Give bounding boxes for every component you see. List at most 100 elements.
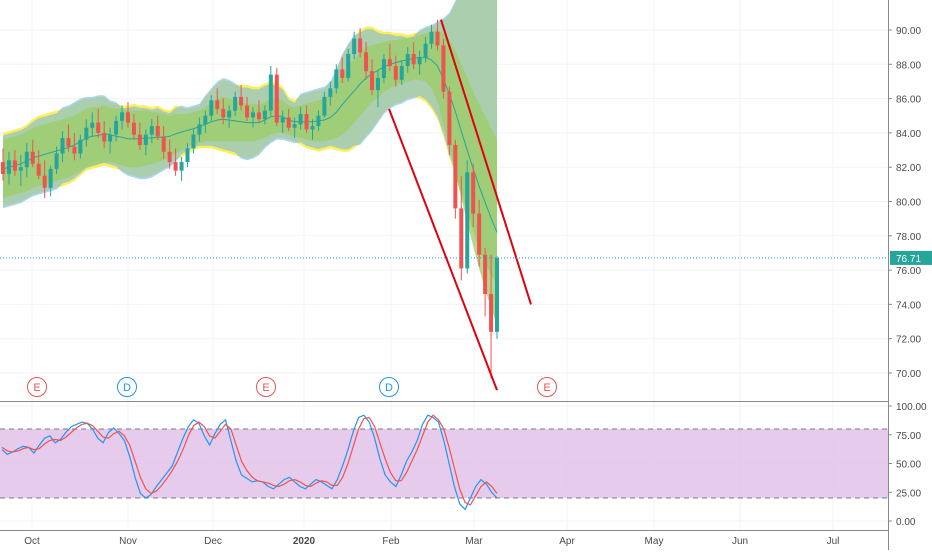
candle-20 [120,105,125,130]
candle-body [495,258,499,332]
candle-body [215,100,220,109]
candle-body [358,38,363,53]
osc-tick-label-1: 25.00 [896,488,921,499]
trendline-0[interactable] [388,108,498,391]
candle-body [179,162,184,171]
event-marker-label: E [262,382,269,394]
candle-body [155,126,160,137]
candle-67 [399,60,404,85]
candle-body [137,134,142,145]
candle-body [489,294,494,332]
candle-41 [245,96,250,121]
time-tick-label-1: Nov [119,536,137,547]
candle-body [447,91,452,145]
candle-body [352,38,357,55]
candle-69 [411,42,416,70]
candle-body [161,136,166,152]
price-tick-label-5: 80.00 [896,198,921,209]
price-tick-label-7: 84.00 [896,129,921,140]
candle-body [381,59,386,79]
candle-body [393,66,398,80]
candle-28 [167,139,172,169]
candle-body [328,88,333,97]
candle-body [435,31,440,46]
candle-body [209,100,214,116]
candle-body [72,146,77,154]
candle-body [149,126,154,135]
inner-band-green [3,30,497,325]
stoch-d-line [1,414,498,506]
candle-body [286,117,291,128]
candle-48 [286,108,291,132]
candle-83 [495,256,499,339]
candle-26 [155,115,160,140]
trendline-1[interactable] [440,19,532,305]
candle-body [203,115,208,125]
candle-body [250,112,255,118]
candle-body [102,132,107,142]
price-tick-label-4: 78.00 [896,232,921,243]
candle-body [304,114,309,130]
candle-body [227,110,232,118]
event-marker-2[interactable]: E [256,377,276,397]
candle-body [18,167,23,171]
candle-body [262,110,267,120]
price-tick-label-2: 74.00 [896,300,921,311]
candle-64 [381,54,386,84]
candle-8 [48,165,53,197]
event-marker-circle [117,377,137,397]
event-marker-0[interactable]: E [27,377,47,397]
candle-body [114,120,119,135]
event-marker-label: D [385,382,393,394]
candle-76 [453,139,458,219]
time-tick-label-2: Dec [204,536,222,547]
event-marker-3[interactable]: D [379,377,399,397]
event-marker-circle [537,377,557,397]
candle-11 [66,124,71,152]
event-marker-4[interactable]: E [537,377,557,397]
candle-body [36,163,41,176]
candle-body [108,134,113,142]
candle-body [268,74,273,111]
price-tick-label-3: 76.00 [896,266,921,277]
candle-65 [387,43,392,72]
candle-body [334,69,339,89]
candle-body [364,52,369,72]
candle-body [221,108,226,118]
candle-body [191,134,196,149]
candle-35 [209,95,214,121]
candle-body [292,124,297,128]
candle-31 [185,143,190,168]
event-marker-1[interactable]: D [117,377,137,397]
candle-75 [447,86,452,156]
candle-12 [72,132,77,161]
candle-30 [179,156,184,181]
candle-54 [322,91,327,118]
time-tick-label-9: Jul [827,536,840,547]
candle-13 [78,134,83,159]
candle-body [298,114,303,125]
candle-body [483,254,488,295]
time-tick-label-7: May [645,536,664,547]
candle-body [233,96,238,111]
candle-body [245,105,250,118]
candle-46 [274,67,279,127]
candle-40 [239,84,244,111]
candle-24 [143,129,148,156]
candle-5 [30,139,35,168]
candle-32 [191,129,196,154]
candle-body [316,115,321,127]
price-tick-label-9: 88.00 [896,60,921,71]
time-tick-label-0: Oct [24,536,40,547]
candle-57 [340,57,345,84]
candle-body [42,175,47,188]
candle-body [167,151,172,163]
candlesticks [1,19,499,379]
candle-9 [54,146,59,175]
candle-55 [328,81,333,106]
price-tick-label-0: 70.00 [896,369,921,380]
event-marker-label: D [123,382,131,394]
trendlines [388,19,532,391]
